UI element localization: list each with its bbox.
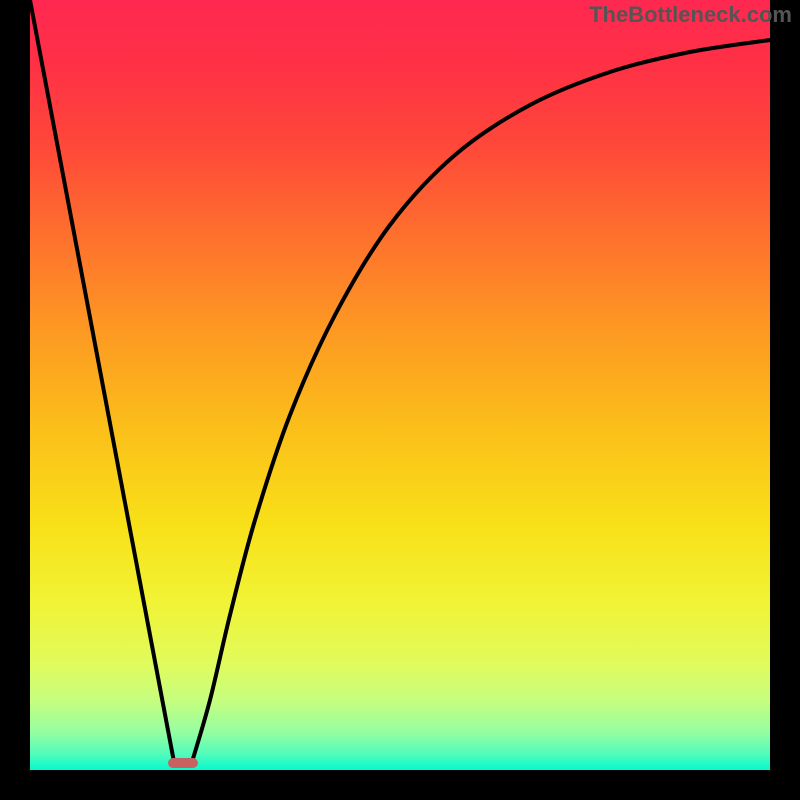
min-marker: [168, 758, 198, 768]
gradient-background: [30, 0, 770, 770]
chart-container: TheBottleneck.com: [0, 0, 800, 800]
watermark-text: TheBottleneck.com: [589, 2, 792, 28]
bottleneck-chart: [0, 0, 800, 800]
